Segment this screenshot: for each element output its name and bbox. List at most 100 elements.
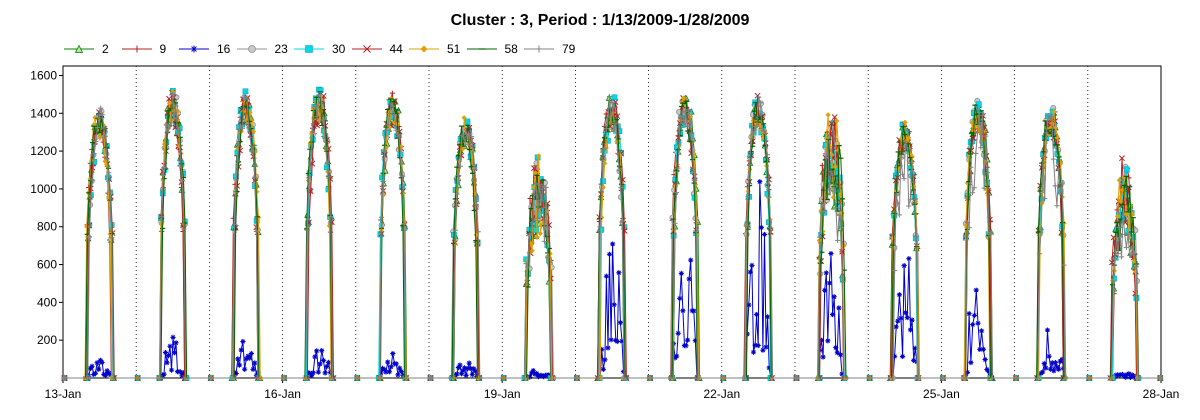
series-16-point	[825, 338, 831, 344]
series-16-point	[899, 353, 906, 360]
series-16-point	[465, 366, 471, 372]
series-79-point	[907, 197, 913, 203]
series-79-point	[86, 234, 92, 240]
legend-marker	[305, 45, 313, 53]
y-tick-label: 1400	[30, 106, 57, 120]
series-16-point	[1049, 360, 1055, 366]
series-79-point	[963, 375, 969, 381]
series-51-point	[837, 191, 843, 198]
series-30-point	[533, 227, 539, 233]
series-23-point	[758, 100, 765, 107]
y-tick-label: 1000	[30, 182, 57, 196]
series-16-point	[837, 352, 844, 358]
series-16-point	[684, 337, 691, 343]
series-79-point	[427, 375, 434, 381]
series-79-point	[399, 173, 406, 179]
series-16-point	[247, 355, 253, 361]
series-79-point	[1157, 375, 1163, 381]
legend-label: 30	[332, 42, 346, 56]
series-51-point	[1123, 211, 1129, 218]
series-79-point	[605, 114, 611, 120]
series-79-point	[178, 157, 184, 163]
series-79-point	[826, 187, 833, 193]
series-51-point	[895, 166, 901, 172]
series-79-point	[456, 172, 462, 179]
legend-swatch	[179, 45, 209, 53]
series-30-point	[1123, 166, 1130, 173]
series-79-point	[597, 224, 603, 230]
series-79-point	[969, 190, 976, 196]
series-79-point	[681, 121, 687, 127]
series-79-point	[1040, 153, 1046, 160]
series-16-point	[765, 314, 771, 320]
series-16-point	[600, 366, 606, 372]
series-16-point	[248, 350, 254, 357]
series-51-point	[385, 109, 391, 116]
series-79-point	[239, 125, 245, 131]
series-79-point	[743, 223, 749, 229]
series-79-point	[981, 185, 987, 191]
series-79-point	[395, 131, 401, 138]
series-16-point	[829, 311, 836, 318]
series-79-point	[107, 189, 113, 195]
series-44-point	[614, 113, 621, 120]
series-51-point	[825, 112, 831, 118]
series-79-point	[93, 138, 99, 145]
series-79-point	[678, 115, 684, 121]
series-16-point	[826, 280, 833, 286]
series-79-point	[1125, 232, 1131, 238]
series-51-point	[599, 214, 605, 221]
series-79-point	[1110, 278, 1116, 284]
series-16-point	[893, 324, 899, 330]
series-79-point	[106, 170, 112, 176]
series-79-point	[904, 145, 910, 151]
legend-label: 79	[562, 42, 576, 56]
series-79-point	[475, 229, 481, 235]
series-16-point	[458, 371, 465, 377]
series-16-point	[754, 311, 760, 318]
series-79-point	[898, 154, 904, 160]
series-16-point	[252, 360, 258, 366]
series-44-point	[1042, 135, 1049, 142]
series-79-point	[323, 145, 329, 151]
series-79-point	[940, 375, 946, 381]
series-51-point	[250, 128, 257, 135]
series-79-point	[1086, 375, 1092, 381]
series-16-point	[240, 338, 246, 345]
series-79-point	[91, 150, 97, 157]
series-16-point	[393, 361, 399, 367]
series-79-point	[768, 225, 774, 231]
series-79-point	[173, 103, 179, 109]
series-16-point	[986, 368, 992, 375]
series-79-point	[684, 123, 690, 130]
series-79-point	[670, 375, 677, 381]
x-tick-label: 13-Jan	[45, 387, 82, 401]
series-79-point	[692, 177, 698, 183]
series-16-point	[469, 371, 475, 378]
series-16-point	[1056, 366, 1062, 372]
series-16-point	[747, 269, 753, 275]
series-79-point	[1061, 262, 1067, 268]
series-16-point	[603, 273, 610, 279]
series-79-point	[157, 375, 163, 381]
series-79-point	[329, 375, 336, 381]
series-16-point	[909, 317, 915, 323]
series-16-point	[171, 350, 178, 356]
series-79-point	[793, 375, 800, 381]
legend-marker	[535, 45, 543, 53]
series-51-point	[255, 214, 262, 221]
series-79-point	[163, 122, 169, 128]
series-79-point	[61, 375, 68, 381]
series-16-point	[823, 270, 829, 276]
series-79-point	[531, 192, 538, 198]
series-16-point	[235, 356, 241, 362]
series-79-point	[382, 148, 388, 154]
series-79-point	[546, 279, 553, 285]
series-16-point	[472, 368, 478, 374]
series-16-point	[820, 354, 826, 360]
series-79-point	[1057, 189, 1064, 196]
series-51-point	[539, 222, 545, 228]
series-79-point	[912, 196, 918, 203]
series-79-point	[318, 92, 324, 98]
series-16-point	[619, 338, 625, 344]
